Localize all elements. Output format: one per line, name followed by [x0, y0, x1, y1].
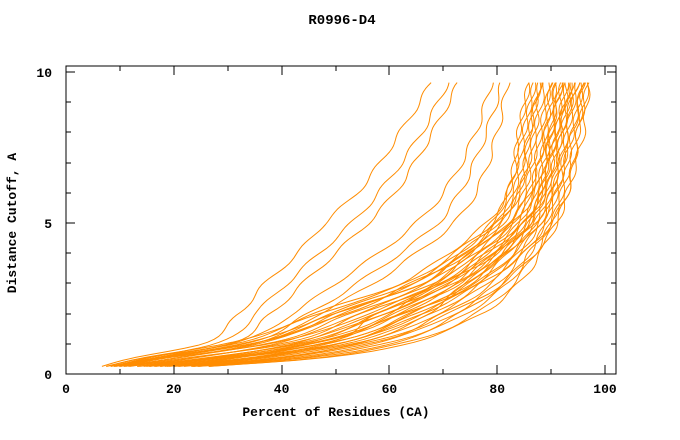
model-curve [159, 82, 557, 367]
model-curve [177, 82, 586, 367]
model-curve [154, 82, 569, 367]
model-curve [169, 82, 577, 367]
x-axis-label: Percent of Residues (CA) [242, 405, 429, 420]
model-curve [113, 82, 458, 367]
model-curve [125, 82, 539, 367]
x-tick-label: 20 [166, 382, 182, 397]
model-curve [110, 82, 450, 367]
model-curve [114, 82, 494, 367]
model-curve [155, 82, 557, 367]
model-curve [106, 82, 530, 367]
curve-lines [101, 82, 591, 367]
model-curve [124, 82, 511, 367]
model-curve [111, 82, 542, 367]
model-curve [198, 82, 586, 367]
model-curve [105, 82, 531, 367]
model-curve [143, 82, 573, 367]
model-curve [160, 82, 585, 367]
model-curve [197, 82, 584, 367]
tick-labels: 0 20 40 60 80 100 0 5 10 [36, 66, 617, 397]
y-tick-label: 10 [36, 66, 52, 81]
model-curve [146, 82, 566, 367]
model-curve [129, 82, 544, 367]
chart-title: R0996-D4 [308, 13, 375, 29]
model-curve [120, 82, 543, 367]
x-tick-label: 100 [593, 382, 617, 397]
tick-marks [65, 66, 616, 375]
model-curve [137, 82, 564, 367]
model-curve [193, 82, 581, 367]
x-tick-label: 80 [489, 382, 505, 397]
y-tick-label: 0 [44, 368, 52, 383]
x-tick-label: 40 [274, 382, 290, 397]
model-curve [101, 82, 432, 367]
model-curve [137, 82, 545, 367]
model-curve [149, 82, 551, 367]
model-curve [192, 82, 591, 367]
model-curve [208, 82, 590, 367]
model-curve [174, 82, 570, 367]
model-curve [118, 82, 534, 367]
model-curve [128, 82, 564, 367]
model-curve [139, 82, 554, 367]
y-tick-label: 5 [44, 217, 52, 232]
y-axis-label: Distance Cutoff, A [5, 153, 20, 294]
model-curve [120, 82, 501, 367]
x-tick-label: 60 [382, 382, 398, 397]
x-tick-label: 0 [62, 382, 70, 397]
